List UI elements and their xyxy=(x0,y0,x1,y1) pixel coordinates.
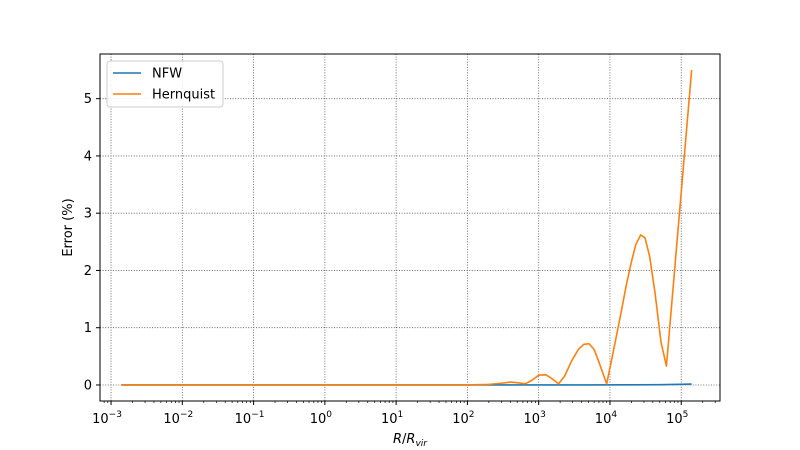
y-axis-label: Error (%) xyxy=(61,198,76,256)
x-tick-label: 103 xyxy=(524,410,546,427)
axes-frame xyxy=(99,53,721,402)
y-axis: 0 1 2 3 4 5 xyxy=(84,92,100,393)
x-tick-label: 105 xyxy=(666,410,688,427)
y-tick-label: 3 xyxy=(84,207,92,222)
series-line-hernquist xyxy=(121,69,693,386)
series-lines xyxy=(121,69,693,386)
y-tick-label: 4 xyxy=(84,149,92,164)
legend-label-nfw: NFW xyxy=(152,67,182,82)
y-tick-label: 5 xyxy=(84,92,92,107)
y-tick-label: 1 xyxy=(84,321,92,336)
x-tick-label: 102 xyxy=(452,410,474,427)
x-tick-label: 10−1 xyxy=(235,410,265,427)
x-axis-label: R/Rvir xyxy=(393,432,428,449)
x-tick-label: 104 xyxy=(595,410,618,427)
x-axis: 10−3 10−2 10−1 100 101 102 103 104 105 xyxy=(92,401,716,427)
y-tick-label: 2 xyxy=(84,264,92,279)
y-tick-label: 0 xyxy=(84,378,92,393)
legend: NFW Hernquist xyxy=(106,60,224,108)
x-tick-label: 101 xyxy=(381,410,403,427)
legend-label-hernquist: Hernquist xyxy=(152,88,215,103)
x-tick-label: 10−2 xyxy=(163,410,193,427)
x-tick-label: 10−3 xyxy=(92,410,122,427)
x-tick-label: 100 xyxy=(310,410,333,427)
